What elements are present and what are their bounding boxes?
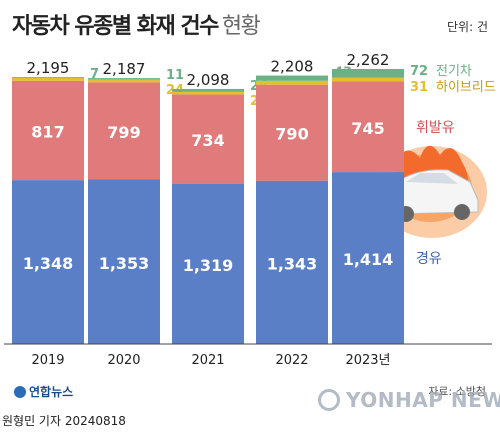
chart-title-main: 자동차 유종별 화재 건수: [12, 14, 219, 39]
bar-segment-하이브리드-2019: [12, 77, 84, 81]
bar-segment-휘발유-2019: [12, 80, 84, 181]
x-tick-label-2021: 2021: [191, 353, 224, 368]
bar-segment-하이브리드-2020: [88, 79, 160, 83]
data-label-휘발유-2019: 817: [31, 122, 64, 141]
bar-segment-경유-2019: [12, 180, 84, 344]
total-label-2021: 2,098: [187, 71, 230, 89]
bar-segment-휘발유-2021: [172, 94, 244, 184]
bar-segment-하이브리드-2022: [256, 80, 328, 85]
bar-segment-휘발유-2020: [88, 82, 160, 180]
x-tick-label-2019: 2019: [31, 353, 64, 368]
watermark: YONHAP NEWS: [318, 388, 500, 412]
total-label-2020: 2,187: [103, 60, 146, 78]
bar-segment-전기차-2020: [88, 78, 160, 80]
data-label-휘발유-2021: 734: [191, 131, 224, 150]
total-label-2023년: 2,262: [347, 51, 390, 69]
bar-segment-경유-2020: [88, 179, 160, 344]
data-label-전기차-2019: 7: [90, 67, 99, 82]
bar-segment-전기차-2019: [12, 77, 84, 78]
bar-segment-하이브리드-2023년: [332, 77, 404, 82]
data-label-경유-2020: 1,353: [99, 254, 150, 273]
data-label-경유-2019: 1,348: [23, 254, 74, 273]
agency-logo: 연합뉴스: [14, 383, 73, 400]
byline: 원형민 기자 20240818: [2, 414, 126, 428]
watermark-text: YONHAP NEWS: [346, 388, 500, 412]
source-label: 자료: 소방청: [428, 385, 486, 398]
data-label-경유-2021: 1,319: [183, 256, 234, 275]
total-label-2019: 2,195: [27, 59, 70, 77]
data-label-휘발유-2023년: 745: [351, 119, 384, 138]
bar-segment-전기차-2023년: [332, 69, 404, 78]
chart-title-sub: 현황: [221, 14, 261, 39]
bar-segment-전기차-2022: [256, 75, 328, 81]
legend-label-하이브리드: 하이브리드: [436, 80, 496, 95]
yonhap-logo-icon: [14, 385, 26, 398]
chart-title: 자동차 유종별 화재 건수 현황: [12, 8, 261, 40]
bar-segment-경유-2022: [256, 180, 328, 344]
data-label-전기차-2023년: 72: [410, 64, 428, 79]
bar-segment-하이브리드-2021: [172, 91, 244, 95]
legend-label-경유: 경유: [416, 251, 442, 267]
data-label-하이브리드-2023년: 31: [410, 80, 428, 95]
x-tick-label-2023년: 2023년: [345, 353, 390, 368]
legend-label-전기차: 전기차: [436, 64, 472, 79]
agency-name: 연합뉴스: [29, 385, 74, 399]
bar-segment-전기차-2021: [172, 88, 244, 92]
bar-segment-휘발유-2023년: [332, 81, 404, 173]
x-tick-label-2022: 2022: [275, 353, 308, 368]
bar-segment-경유-2023년: [332, 172, 404, 344]
burning-car-icon: [377, 145, 487, 238]
data-label-전기차-2020: 11: [166, 68, 184, 83]
data-label-경유-2023년: 1,414: [343, 250, 394, 269]
x-tick-label-2020: 2020: [107, 353, 140, 368]
data-label-휘발유-2020: 799: [107, 123, 140, 142]
bar-segment-휘발유-2022: [256, 84, 328, 181]
unit-label: 단위: 건: [447, 20, 488, 34]
bar-segment-경유-2021: [172, 183, 244, 344]
data-label-휘발유-2022: 790: [275, 125, 308, 144]
total-label-2022: 2,208: [271, 58, 314, 76]
legend-label-휘발유: 휘발유: [416, 120, 455, 136]
data-label-경유-2022: 1,343: [267, 254, 318, 273]
watermark-logo-icon: [318, 389, 340, 411]
